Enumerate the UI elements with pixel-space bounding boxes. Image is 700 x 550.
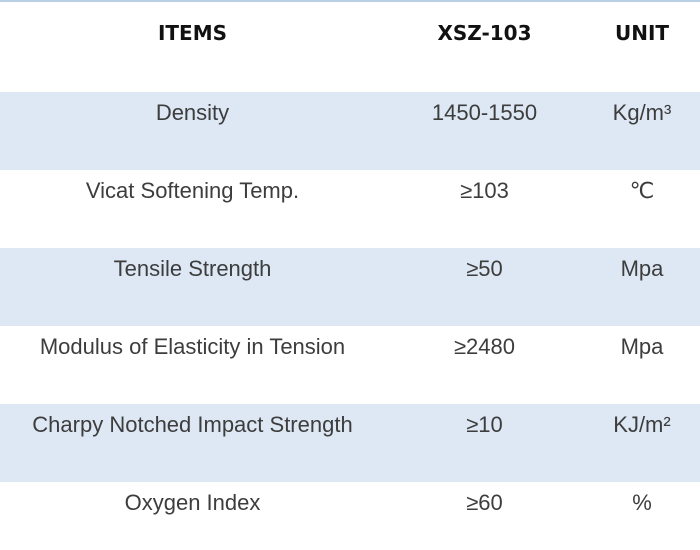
row-item-charpy: Charpy Notched Impact Strength xyxy=(0,404,385,482)
top-rule xyxy=(0,0,700,2)
row-value-density: 1450-1550 xyxy=(385,92,584,170)
row-unit-density: Kg/m³ xyxy=(584,92,700,170)
row-value-charpy: ≥10 xyxy=(385,404,584,482)
row-value-vicat: ≥103 xyxy=(460,178,509,203)
row-item-vicat: Vicat Softening Temp. xyxy=(85,178,300,203)
row-item-modulus: Modulus of Elasticity in Tension xyxy=(39,334,346,359)
top-rule-line xyxy=(0,0,700,2)
row-value-oxygen: ≥60 xyxy=(466,490,503,515)
table-row: Density 1450-1550 Kg/m³ xyxy=(0,92,700,170)
table-header-row: ITEMS XSZ-103 UNIT xyxy=(0,2,700,92)
table-row: Oxygen Index ≥60 % xyxy=(0,482,700,550)
table-row: Tensile Strength ≥50 Mpa xyxy=(0,248,700,326)
table-row: Vicat Softening Temp. ≥103 ℃ xyxy=(0,170,700,248)
table-row: Modulus of Elasticity in Tension ≥2480 M… xyxy=(0,326,700,404)
row-value-tensile: ≥50 xyxy=(385,248,584,326)
table-row: Charpy Notched Impact Strength ≥10 KJ/m² xyxy=(0,404,700,482)
row-item-density: Density xyxy=(0,92,385,170)
header-model: XSZ-103 xyxy=(437,21,532,45)
row-value-modulus: ≥2480 xyxy=(453,334,515,359)
row-unit-tensile: Mpa xyxy=(584,248,700,326)
row-unit-vicat: ℃ xyxy=(629,178,655,203)
row-unit-modulus: Mpa xyxy=(620,334,664,359)
header-items: ITEMS xyxy=(157,21,228,45)
row-unit-charpy: KJ/m² xyxy=(584,404,700,482)
row-item-oxygen: Oxygen Index xyxy=(124,490,261,515)
row-unit-oxygen: % xyxy=(632,490,652,515)
row-item-tensile: Tensile Strength xyxy=(0,248,385,326)
header-unit: UNIT xyxy=(614,21,670,45)
